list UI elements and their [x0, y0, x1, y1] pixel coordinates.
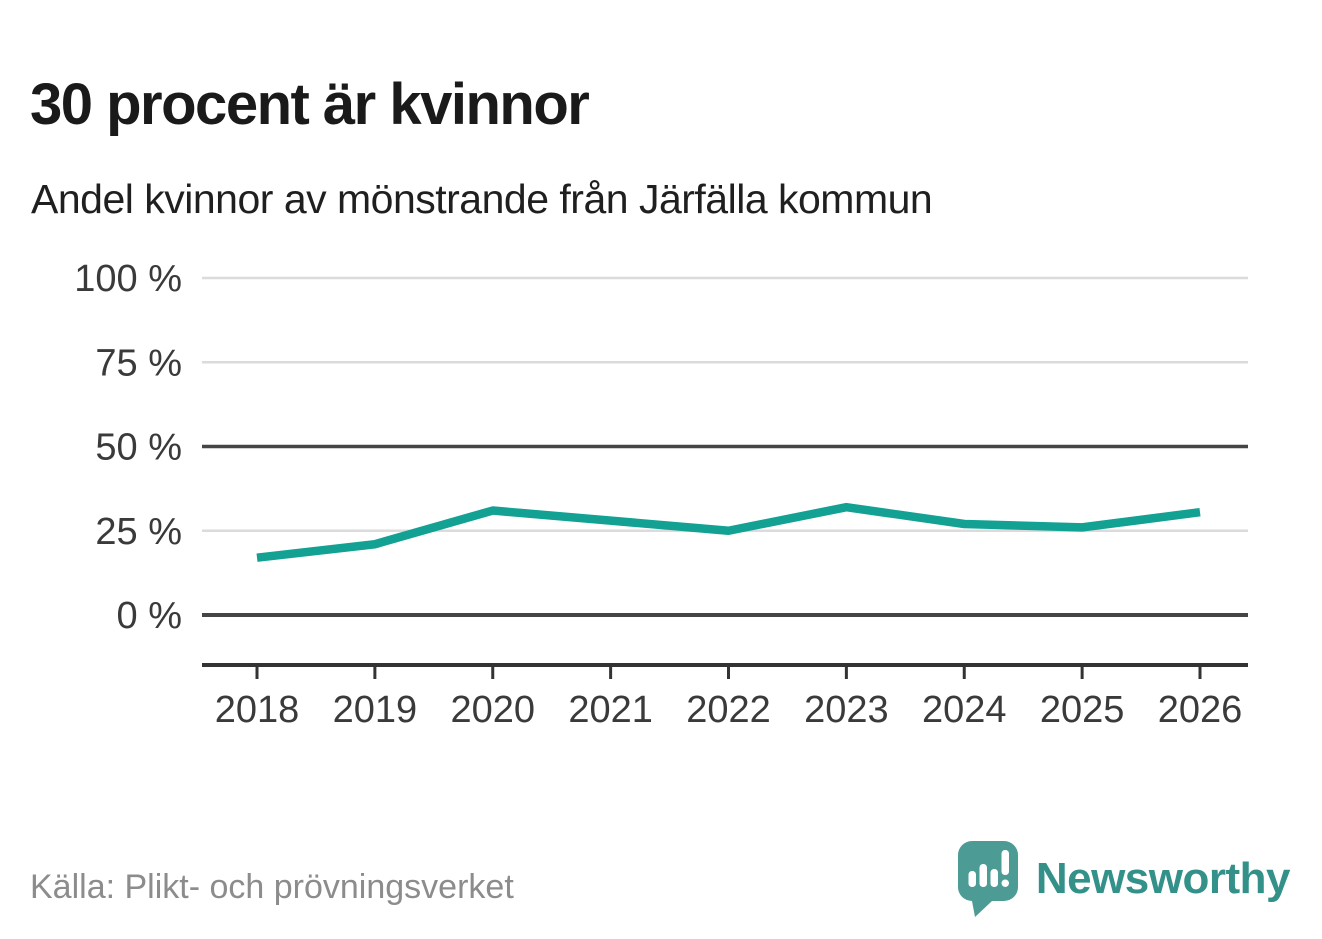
y-axis-tick-label: 50 %	[95, 427, 182, 469]
y-axis-tick-label: 100 %	[74, 258, 182, 300]
source-text: Källa: Plikt- och prövningsverket	[30, 868, 514, 906]
x-axis-tick-label: 2019	[333, 689, 418, 731]
speech-bubble-shape	[957, 841, 1018, 917]
y-axis-tick-label: 25 %	[95, 511, 182, 553]
newsworthy-logo-icon	[957, 841, 1018, 917]
bar-icon-1	[968, 871, 976, 887]
x-axis-tick-label: 2022	[686, 689, 771, 731]
y-axis-tick-label: 75 %	[95, 342, 182, 384]
line-chart: 0 % 25 % 50 % 75 % 100 % 2018 2019 2020 2021 2022…	[74, 258, 1248, 731]
x-axis-tick-label: 2023	[804, 689, 889, 731]
newsworthy-logo: Newsworthy	[957, 841, 1291, 917]
y-axis-tick-label: 0 %	[117, 595, 182, 637]
bar-icon-3	[990, 869, 998, 887]
page-title: 30 procent är kvinnor	[30, 71, 590, 137]
x-axis-tick-label: 2025	[1040, 689, 1125, 731]
x-axis-tick-label: 2024	[922, 689, 1007, 731]
bar-icon-2	[979, 864, 987, 887]
data-line	[256, 502, 1201, 562]
chart-subtitle: Andel kvinnor av mönstrande från Järfäll…	[31, 176, 933, 222]
x-axis-tick-label: 2020	[450, 689, 535, 731]
exclamation-bar-icon	[1001, 850, 1009, 875]
exclamation-dot-icon	[1001, 879, 1009, 887]
x-axis-tick-label: 2026	[1158, 689, 1243, 731]
newsworthy-logo-text: Newsworthy	[1035, 854, 1291, 903]
x-axis-tick-label: 2021	[568, 689, 653, 731]
x-axis-tick-label: 2018	[215, 689, 300, 731]
